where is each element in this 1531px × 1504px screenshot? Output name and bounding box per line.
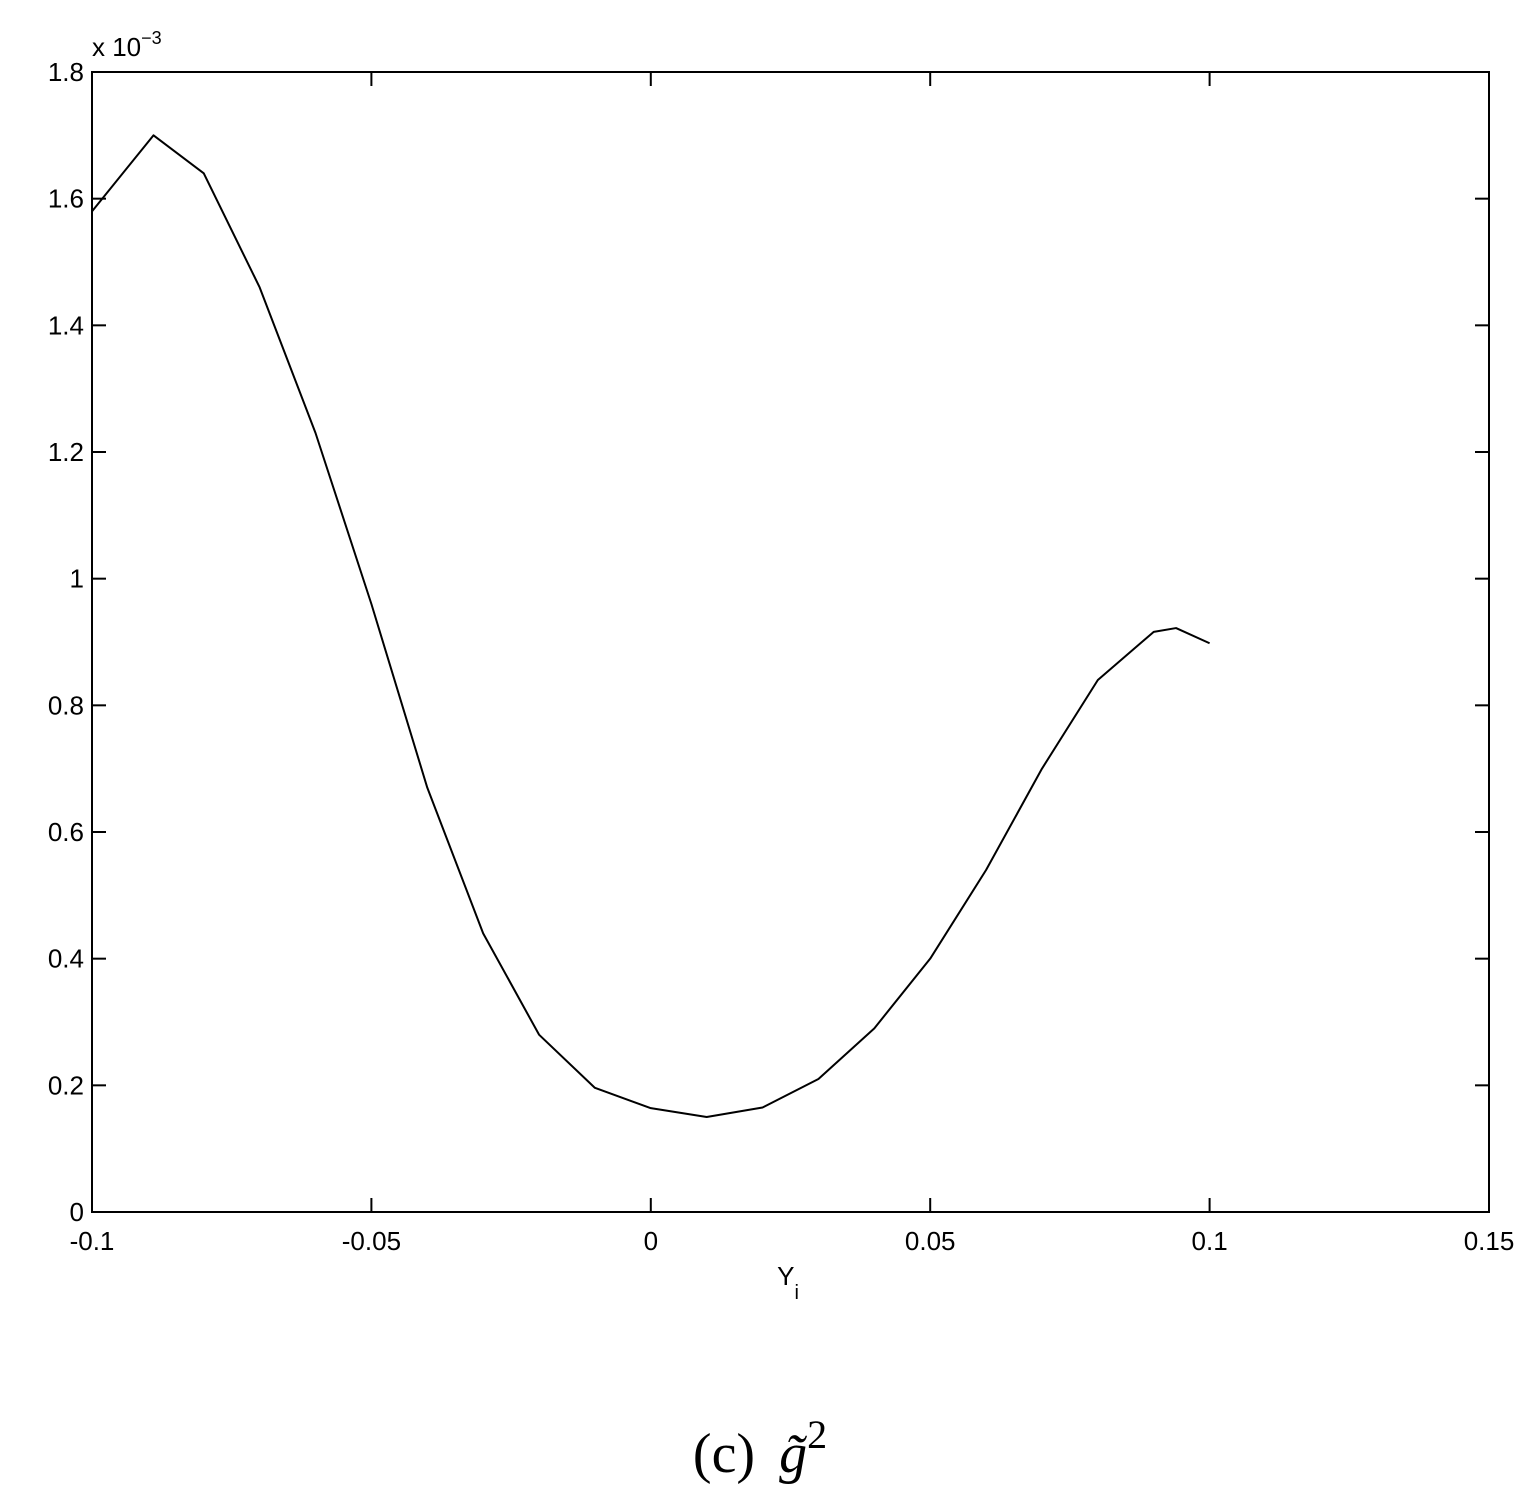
y-tick-label: 1.8 — [48, 57, 84, 87]
y-scale: x 10−3 — [92, 28, 162, 62]
y-tick-label: 0.8 — [48, 690, 84, 720]
caption-symbol: g̃ — [779, 1423, 808, 1485]
x-tick-label: 0.1 — [1192, 1226, 1228, 1256]
y-scale-base: x 10 — [92, 32, 141, 62]
x-label-subscript: i — [794, 1282, 798, 1304]
y-tick-label: 0 — [70, 1197, 84, 1227]
caption-label: (c) — [693, 1423, 755, 1485]
caption: (c) g̃2 — [693, 1412, 827, 1485]
x-label: Y — [777, 1261, 794, 1291]
y-tick-label: 0.4 — [48, 944, 84, 974]
x-tick-label: -0.1 — [70, 1226, 115, 1256]
y-scale-exponent: −3 — [141, 28, 162, 48]
y-tick-label: 1 — [70, 564, 84, 594]
x-tick-label: 0.05 — [905, 1226, 956, 1256]
x-axis-label: Yi — [777, 1261, 799, 1304]
y-tick-label: 1.2 — [48, 437, 84, 467]
caption-superscript: 2 — [807, 1412, 827, 1457]
plot-frame — [91, 71, 1490, 1213]
x-tick-label: 0 — [644, 1226, 658, 1256]
x-tick-label: -0.05 — [342, 1226, 401, 1256]
y-tick-label: 1.6 — [48, 184, 84, 214]
y-tick-label: 1.4 — [48, 310, 84, 340]
x-tick-label: 0.15 — [1464, 1226, 1515, 1256]
y-tick-label: 0.2 — [48, 1070, 84, 1100]
y-tick-label: 0.6 — [48, 817, 84, 847]
line-series — [91, 134, 1211, 1118]
